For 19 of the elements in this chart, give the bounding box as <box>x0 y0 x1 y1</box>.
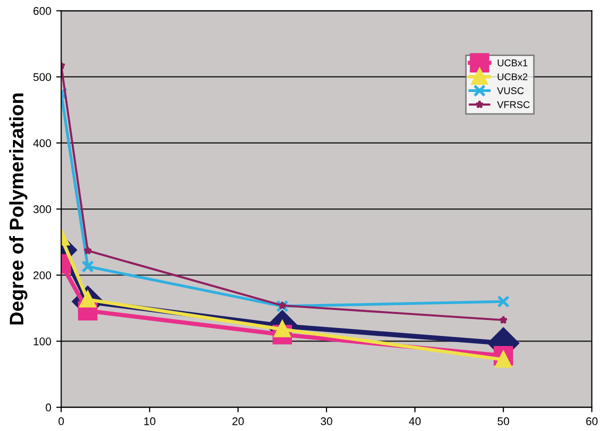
y-tick-label: 0 <box>46 404 52 412</box>
legend-label: VUSC <box>497 87 524 94</box>
y-tick-label: 600 <box>34 7 52 15</box>
x-tick-label: 30 <box>320 417 332 426</box>
x-tick-label: 20 <box>232 417 244 426</box>
y-tick-label: 300 <box>33 205 52 214</box>
legend-label: VFRSC <box>497 101 530 108</box>
x-tick-label: 10 <box>144 417 156 426</box>
legend-label: UCBx2 <box>498 73 528 80</box>
legend-label: UCBx1 <box>498 59 528 66</box>
y-tick-label: 400 <box>33 139 52 148</box>
x-tick-label: 40 <box>409 417 421 426</box>
y-tick-label: 200 <box>34 271 52 280</box>
y-tick-label: 100 <box>34 337 52 346</box>
x-tick-label: 0 <box>58 417 64 426</box>
x-tick-label: 60 <box>586 417 598 426</box>
y-axis-title: Degree of Polymerization <box>9 94 28 324</box>
y-tick-label: 500 <box>33 73 52 81</box>
x-tick-label: 50 <box>498 417 510 426</box>
